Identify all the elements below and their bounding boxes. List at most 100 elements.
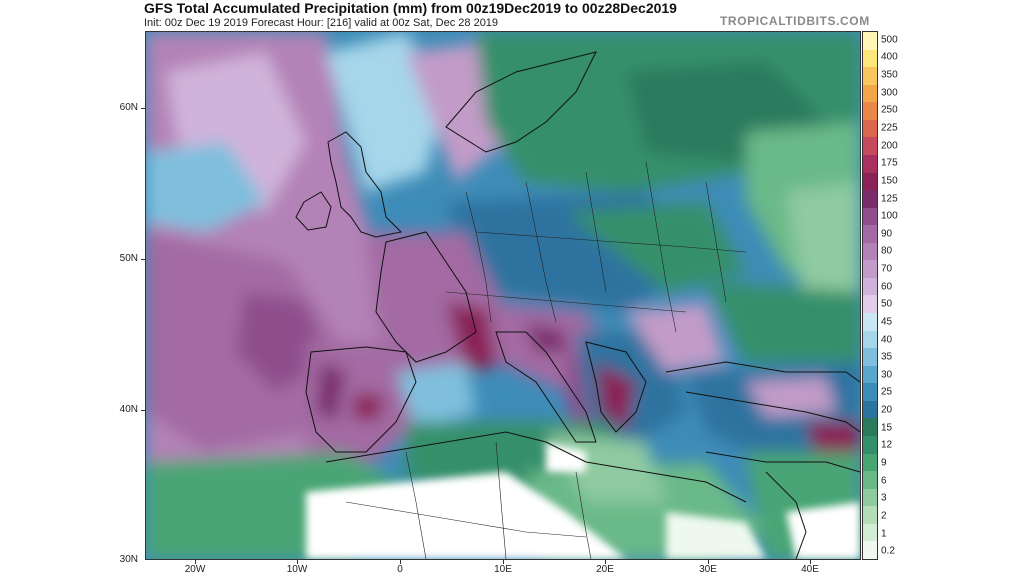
dry-areas [306, 442, 860, 559]
colorbar-level-label: 35 [881, 351, 893, 363]
lon-label-10e: 10E [494, 564, 512, 575]
lon-label-20w: 20W [184, 564, 206, 575]
colorbar-swatch [863, 172, 877, 191]
lon-tick [195, 560, 196, 564]
lat-tick [141, 410, 145, 411]
colorbar-level-label: 250 [881, 104, 898, 116]
colorbar-level-label: 300 [881, 87, 898, 99]
brand-logo-text[interactable]: TROPICALTIDBITS.COM [720, 14, 870, 28]
colorbar-swatch [863, 313, 877, 331]
colorbar-swatch [863, 418, 877, 436]
colorbar-swatch [863, 102, 877, 120]
colorbar-swatch [863, 365, 877, 384]
scandinavia-outline [445, 51, 597, 153]
colorbar-swatch [863, 471, 877, 489]
lon-label-10w: 10W [286, 564, 308, 575]
ireland-outline [295, 191, 332, 231]
colorbar-level-label: 80 [881, 245, 893, 257]
colorbar-level-label: 30 [881, 369, 893, 381]
map-title: GFS Total Accumulated Precipitation (mm)… [144, 0, 677, 16]
colorbar-level-label: 200 [881, 140, 898, 152]
colorbar-level-label: 2 [881, 510, 887, 522]
levant-coast [765, 471, 807, 559]
colorbar-level-label: 25 [881, 386, 893, 398]
colorbar-swatch [863, 541, 877, 559]
iberia-outline [305, 346, 417, 453]
colorbar-level-label: 225 [881, 122, 898, 134]
colorbar-level-label: 40 [881, 334, 893, 346]
colorbar-level-label: 125 [881, 193, 898, 205]
colorbar-swatch [863, 277, 877, 296]
colorbar-level-label: 1 [881, 528, 887, 540]
balkans-outline [585, 341, 647, 433]
colorbar-swatch [863, 242, 877, 261]
colorbar-level-label: 12 [881, 439, 893, 451]
colorbar-level-label: 60 [881, 281, 893, 293]
colorbar-level-label: 350 [881, 69, 898, 81]
colorbar-level-label: 45 [881, 316, 893, 328]
colorbar-level-label: 100 [881, 210, 898, 222]
france-outline [375, 231, 477, 363]
lat-tick [141, 259, 145, 260]
black-sea-south-outline [665, 361, 860, 383]
colorbar-swatch [863, 348, 877, 366]
colorbar-level-label: 90 [881, 228, 893, 240]
lat-label-50n: 50N [119, 253, 138, 264]
colorbar-level-label: 50 [881, 298, 893, 310]
lon-tick [605, 560, 606, 564]
colorbar-swatch [863, 32, 877, 50]
colorbar-level-label: 6 [881, 475, 887, 487]
lon-tick [400, 560, 401, 564]
colorbar-swatch [863, 488, 877, 507]
lon-label-40e: 40E [801, 564, 819, 575]
lon-tick [503, 560, 504, 564]
colorbar-swatch [863, 137, 877, 155]
precipitation-map [145, 31, 861, 560]
lon-label-0: 0 [397, 564, 403, 575]
map-subtitle: Init: 00z Dec 19 2019 Forecast Hour: [21… [144, 17, 499, 29]
colorbar-level-label: 15 [881, 422, 893, 434]
colorbar-swatch [863, 295, 877, 313]
colorbar-swatch [863, 49, 877, 68]
coastlines [295, 51, 860, 559]
lat-label-40n: 40N [119, 404, 138, 415]
colorbar-swatch [863, 154, 877, 173]
colorbar-swatch [863, 506, 877, 524]
colorbar-swatch [863, 84, 877, 103]
lat-label-30n: 30N [119, 554, 138, 565]
map-canvas [146, 32, 860, 559]
colorbar-swatch [863, 67, 877, 85]
colorbar-level-label: 70 [881, 263, 893, 275]
colorbar-level-label: 500 [881, 34, 898, 46]
colorbar-level-label: 9 [881, 457, 887, 469]
colorbar-level-label: 20 [881, 404, 893, 416]
colorbar-swatch [863, 453, 877, 472]
lon-tick [708, 560, 709, 564]
lat-tick [141, 108, 145, 109]
turkey-north-outline [685, 391, 860, 433]
colorbar-swatch [863, 119, 877, 138]
colorbar-swatch [863, 523, 877, 542]
colorbar-level-label: 3 [881, 492, 887, 504]
colorbar-swatch [863, 400, 877, 419]
colorbar-swatch [863, 207, 877, 226]
lon-tick [297, 560, 298, 564]
great-britain-outline [327, 131, 403, 238]
north-africa-coast [325, 431, 747, 503]
colorbar-swatch [863, 225, 877, 243]
colorbar-swatch [863, 383, 877, 401]
lon-label-30e: 30E [699, 564, 717, 575]
colorbar-level-label: 0.2 [881, 545, 895, 557]
colorbar-swatch [863, 330, 877, 349]
italy-outline [495, 331, 597, 443]
colorbar-level-label: 150 [881, 175, 898, 187]
borders [345, 161, 747, 559]
lon-tick [810, 560, 811, 564]
precip-colorbar [862, 31, 878, 560]
turkey-south-outline [705, 451, 860, 473]
colorbar-swatch [863, 260, 877, 278]
colorbar-swatch [863, 190, 877, 208]
colorbar-level-label: 400 [881, 51, 898, 63]
colorbar-level-label: 175 [881, 157, 898, 169]
lon-label-20e: 20E [596, 564, 614, 575]
